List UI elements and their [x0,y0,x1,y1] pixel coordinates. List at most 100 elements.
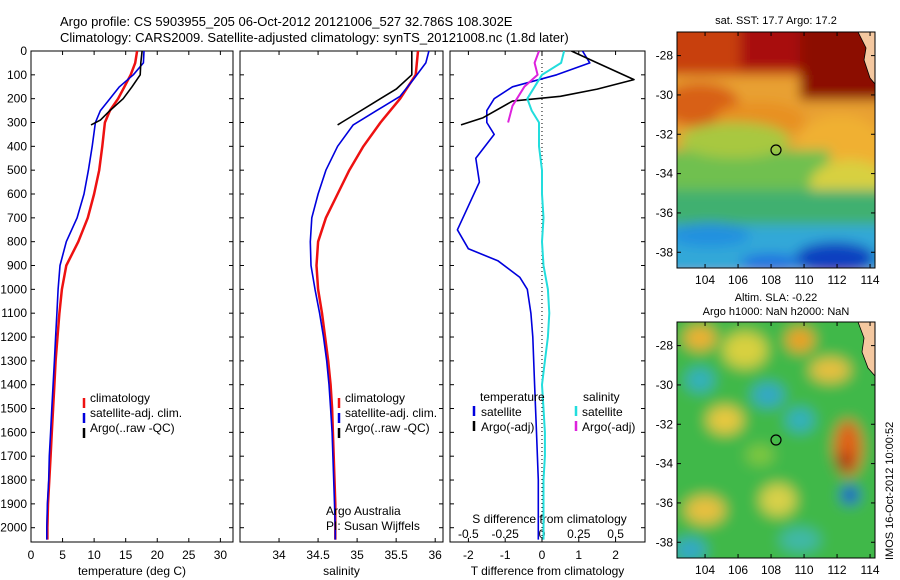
y-tick-label: 1400 [0,378,27,392]
y-tick-label: -32 [656,417,674,431]
series-line-2 [337,51,413,126]
y-tick-label: 1600 [0,425,27,439]
x-tick-label: 20 [151,548,165,562]
y-tick-label: 1200 [0,330,27,344]
x-tick-label: 15 [119,548,133,562]
secondary-x-tick-label: 0.5 [607,527,624,541]
y-tick-label: 600 [7,187,27,201]
legend-label-argo: Argo(..raw -QC) [345,421,430,435]
x-tick-label: 110 [794,563,813,577]
legend-label-climatology: climatology [90,391,150,405]
salinity-legend: climatology satellite-adj. clim. Argo(..… [326,391,437,533]
sst-map-panel: 104 106 108 110 112 114 -28 -30 -32 -34 -36 -38 [656,31,880,287]
argo-location-marker [770,434,782,446]
x-tick-label: 114 [860,563,879,577]
x-tick-label: 106 [728,563,748,577]
annotation-argo-australia: Argo Australia [326,504,401,518]
y-tick-label: -34 [656,167,674,181]
legend-label-satellite: satellite-adj. clim. [90,406,182,420]
x-tick-label: 110 [794,273,813,287]
y-tick-label: -34 [656,457,674,471]
x-tick-label: -1 [500,548,511,562]
y-tick-label: 2000 [0,521,27,535]
x-tick-label: 34 [272,548,286,562]
secondary-x-tick-label: -0.5 [458,527,479,541]
annotation-pi-name: PI: Susan Wijffels [326,519,420,533]
map-frame [676,31,876,269]
y-tick-label: -36 [656,496,674,510]
x-tick-label: 108 [761,273,781,287]
x-tick-label: 30 [214,548,228,562]
plot-frame [30,50,234,543]
x-axis-label: temperature (deg C) [78,564,186,578]
series-line-2 [526,51,566,540]
y-tick-label: 400 [7,139,27,153]
sla-field [677,322,875,558]
legend-label-sal-satellite: satellite [582,405,623,419]
x-tick-label: 34.5 [306,548,330,562]
secondary-x-tick-label: 0.25 [567,527,591,541]
y-tick-label: -30 [656,378,674,392]
x-axis-label: T difference from climatology [471,564,625,578]
argo-location-marker [770,144,782,156]
series-line-0 [456,51,591,540]
sst-field [677,32,875,268]
series-line-2 [90,51,143,126]
map-frame [676,321,876,559]
sla-map-subtitle: Argo h1000: NaN h2000: NaN [703,306,850,318]
legend-label-climatology: climatology [345,391,405,405]
figure-title-line1: Argo profile: CS 5903955_205 06-Oct-2012… [60,14,513,29]
series-line-0 [46,51,139,540]
difference-profile-panel: -2 -1 0 1 2 -0.5 -0.25 0 0.25 0.5S difference fro… [449,50,646,578]
series-group [309,51,430,540]
x-axis-label: salinity [323,564,360,578]
x-tick-label: -2 [463,548,474,562]
x-tick-label: 36 [429,548,443,562]
series-line-1 [309,51,430,540]
y-tick-label: 300 [7,116,27,130]
sst-map-title: sat. SST: 17.7 Argo: 17.2 [715,15,837,27]
temperature-profile-panel: 0 5 10 15 20 25 300100200300400500600700800900… [0,44,234,578]
x-tick-label: 5 [59,548,66,562]
x-tick-label: 104 [695,273,715,287]
secondary-x-tick-label: 0 [539,527,546,541]
secondary-x-axis-label: S difference from climatology [472,512,627,526]
x-tick-label: 35.5 [384,548,408,562]
coastline-land [858,32,875,84]
legend-label-satellite: satellite-adj. clim. [345,406,437,420]
y-tick-label: 1900 [0,497,27,511]
x-tick-label: 104 [695,563,715,577]
coastline [857,322,875,377]
y-tick-label: 100 [7,68,27,82]
temperature-legend: climatology satellite-adj. clim. Argo(..… [82,391,182,438]
salinity-profile-panel: 34 34.5 35 35.5 36 salinity [239,50,444,578]
y-tick-label: -30 [656,88,674,102]
legend-label-temp-satellite: satellite [481,405,522,419]
legend-header-temperature: temperature [480,390,545,404]
y-tick-label: -38 [656,245,674,259]
series-line-1 [460,51,635,126]
sla-map-title: Altim. SLA: -0.22 [735,292,818,304]
y-tick-label: 200 [7,92,27,106]
y-tick-label: 700 [7,211,27,225]
series-line-3 [507,51,540,123]
y-tick-label: 0 [20,44,27,58]
coastline [857,32,875,85]
y-tick-label: -36 [656,206,674,220]
y-tick-label: -28 [656,339,674,353]
y-tick-label: 1000 [0,282,27,296]
x-tick-label: 35 [350,548,364,562]
x-tick-label: 108 [761,563,781,577]
y-tick-label: 1500 [0,402,27,416]
x-tick-label: 0 [28,548,35,562]
x-tick-label: 112 [827,563,846,577]
y-tick-label: 1700 [0,449,27,463]
x-tick-label: 10 [87,548,101,562]
series-group [456,51,635,540]
x-tick-label: 2 [612,548,619,562]
x-tick-label: 25 [182,548,196,562]
y-tick-label: -28 [656,49,674,63]
legend-label-argo: Argo(..raw -QC) [90,421,175,435]
legend-label-sal-argo: Argo(-adj) [582,420,635,434]
